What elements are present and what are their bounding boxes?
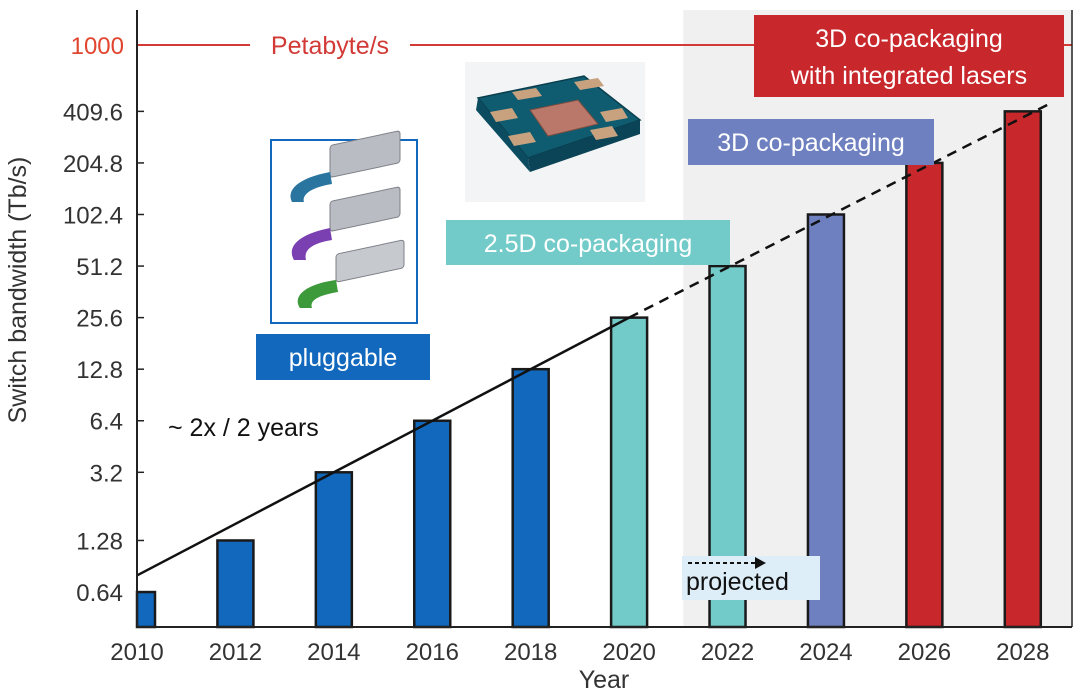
x-tick-label: 2022 xyxy=(701,639,754,666)
y-tick-marks xyxy=(137,110,144,593)
x-tick-label: 2012 xyxy=(209,639,262,666)
y-tick-label: 1.28 xyxy=(76,528,123,555)
x-tick-label: 2018 xyxy=(504,639,557,666)
label-2-5d-co-packaging: 2.5D co-packaging xyxy=(484,230,692,258)
y-tick-label: 51.2 xyxy=(76,254,123,281)
bar-2018 xyxy=(511,367,550,629)
x-tick-label: 2026 xyxy=(898,639,951,666)
trend-label: ~ 2x / 2 years xyxy=(168,414,319,442)
x-axis-label: Year xyxy=(579,666,630,694)
y-axis-label: Switch bandwidth (Tb/s) xyxy=(4,157,32,424)
petabyte-label: Petabyte/s xyxy=(271,32,389,60)
x-tick-label: 2020 xyxy=(602,639,655,666)
y-tick-label: 204.8 xyxy=(63,151,123,178)
y-tick-label: 409.6 xyxy=(63,99,123,126)
x-tick-label: 2016 xyxy=(406,639,459,666)
y-tick-label: 6.4 xyxy=(90,409,123,436)
pluggable-label: pluggable xyxy=(289,344,397,372)
bar-2016 xyxy=(413,419,452,629)
pluggable-transceiver-image xyxy=(270,130,418,324)
x-tick-label: 2024 xyxy=(799,639,852,666)
label-3d-lasers-line2: with integrated lasers xyxy=(790,62,1027,90)
bar-2028 xyxy=(1003,110,1043,629)
label-box-3d-lasers xyxy=(754,15,1064,97)
trend-line-solid xyxy=(136,316,630,577)
label-3d-lasers-line1: 3D co-packaging xyxy=(815,25,1003,53)
projected-arrowhead xyxy=(755,557,766,569)
x-tick-label: 2010 xyxy=(110,639,163,666)
label-3d-co-packaging: 3D co-packaging xyxy=(717,129,905,157)
x-tick-labels: 2010 2012 2014 2016 2018 2020 2022 2024 2026 2028 xyxy=(110,639,1049,666)
x-tick-label: 2028 xyxy=(996,639,1049,666)
projected-label: projected xyxy=(686,568,789,596)
bar-2010 xyxy=(135,590,157,629)
y-tick-label-1000: 1000 xyxy=(71,33,124,60)
bar-2012 xyxy=(216,539,255,629)
bar-2026 xyxy=(905,161,944,629)
label-box-2-5d xyxy=(446,220,730,265)
pluggable-label-box xyxy=(256,334,430,380)
trend-line-projected xyxy=(628,101,1053,319)
y-tick-label: 3.2 xyxy=(90,460,123,487)
bars xyxy=(135,110,1043,629)
y-tick-label: 0.64 xyxy=(76,580,123,607)
petabyte-label-background xyxy=(250,28,410,59)
label-box-3d xyxy=(688,119,934,165)
y-tick-label: 12.8 xyxy=(76,357,123,384)
y-tick-label: 102.4 xyxy=(63,202,123,229)
y-tick-label: 25.6 xyxy=(76,306,123,333)
co-packaged-chip-image xyxy=(465,62,645,202)
bar-2014 xyxy=(314,471,354,629)
x-tick-label: 2014 xyxy=(307,639,360,666)
bar-2020 xyxy=(609,316,649,629)
y-tick-labels: 0.64 1.28 3.2 6.4 12.8 25.6 51.2 102.4 204.8 409.… xyxy=(63,99,123,607)
